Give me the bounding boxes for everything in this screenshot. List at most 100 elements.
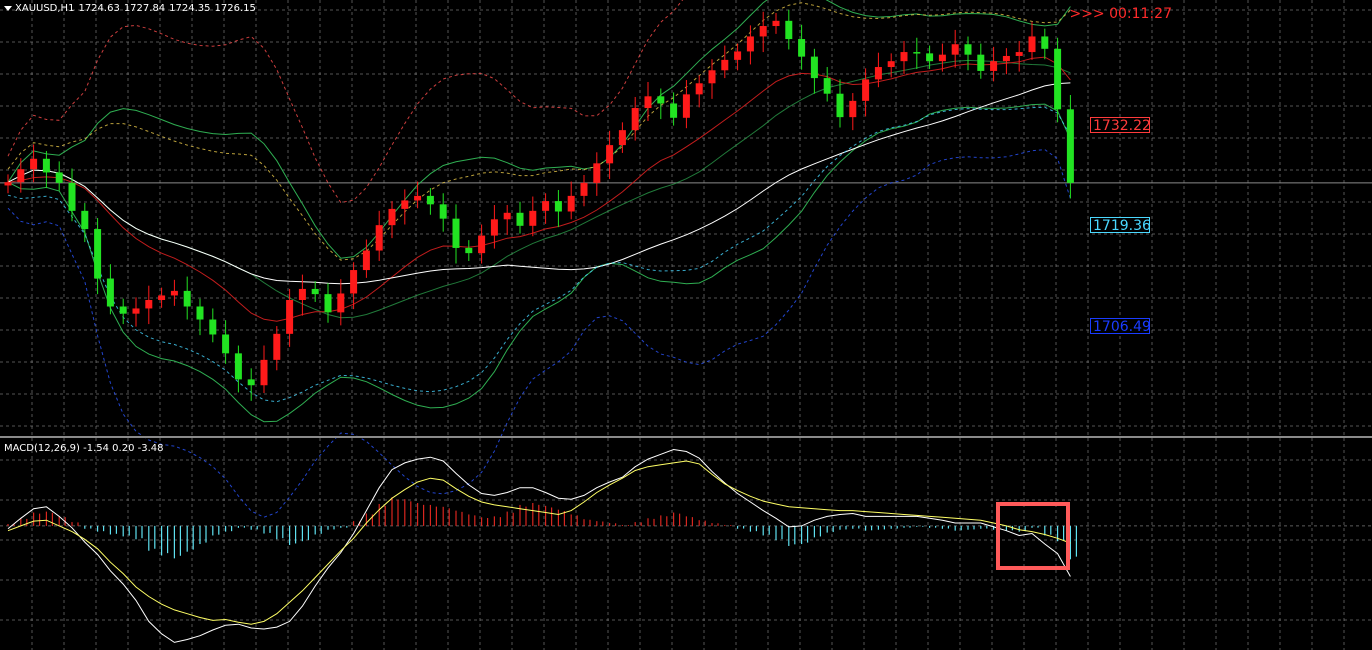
dropdown-triangle-icon[interactable] (4, 5, 12, 11)
candle-body (119, 306, 127, 314)
candle-bullish (990, 46, 998, 82)
candle-body (606, 145, 614, 164)
candlesticks[interactable] (4, 9, 1074, 401)
candle-body (1028, 36, 1036, 53)
candle-body (452, 218, 460, 248)
candle-body (721, 59, 729, 71)
candle-body (362, 250, 370, 271)
candle-bearish (209, 308, 217, 343)
candle-body (772, 20, 780, 27)
price-tag-resistance[interactable]: 1732.22 (1090, 117, 1151, 134)
candle-bullish (4, 174, 12, 194)
candle-bullish (759, 11, 767, 53)
candle-bullish (631, 96, 639, 141)
candle-body (1002, 55, 1010, 62)
candle-bullish (682, 80, 690, 129)
candle-bearish (1054, 37, 1062, 123)
candle-body (734, 51, 742, 60)
candle-body (746, 36, 754, 52)
candle-body (490, 219, 498, 236)
candle-bullish (30, 144, 38, 183)
candle-body (951, 44, 959, 55)
candle-bullish (170, 279, 178, 306)
candle-body (260, 359, 268, 386)
candle-bearish (452, 204, 460, 264)
macd-panel[interactable] (7, 448, 1078, 643)
candle-bearish (106, 264, 114, 315)
candle-bullish (260, 345, 268, 394)
candle-body (350, 270, 358, 294)
candle-body (964, 44, 972, 55)
macd-signal-line (7, 460, 1071, 625)
candle-body (874, 67, 882, 80)
candle-bearish (426, 188, 434, 215)
candle-bullish (17, 158, 25, 193)
candle-body (785, 20, 793, 40)
candle-bearish (964, 36, 972, 71)
candle-bearish (785, 9, 793, 50)
candle-bullish (580, 175, 588, 207)
candle-body (682, 94, 690, 118)
candle-body (196, 306, 204, 320)
panel-separator[interactable] (0, 436, 1372, 438)
ema-line (7, 56, 1071, 322)
candle-bullish (606, 130, 614, 179)
candle-bearish (439, 193, 447, 232)
price-tag-lower[interactable]: 1706.49 (1090, 318, 1151, 335)
candle-bullish (286, 288, 294, 347)
candle-bearish (913, 37, 921, 69)
candle-bullish (951, 29, 959, 68)
candle-bullish (414, 181, 422, 209)
candle-body (670, 103, 678, 118)
candle-body (209, 319, 217, 335)
candle-bullish (567, 181, 575, 220)
candle-bearish (119, 298, 127, 325)
candle-body (298, 288, 306, 300)
candle-body (414, 195, 422, 201)
candle-body (388, 208, 396, 226)
candle-body (938, 54, 946, 62)
pivot-level-line (7, 2, 1071, 261)
candle-bearish (234, 345, 242, 393)
candle-body (593, 163, 601, 183)
candle-body (132, 308, 140, 314)
candle-bullish (478, 224, 486, 264)
candle-body (478, 235, 486, 254)
candle-bullish (337, 279, 345, 326)
candle-body (580, 182, 588, 196)
candle-bullish (695, 75, 703, 108)
candle-body (759, 26, 767, 37)
candle-body (426, 195, 434, 205)
candle-bullish (145, 285, 153, 325)
candle-bullish (644, 81, 652, 122)
candle-body (810, 56, 818, 79)
price-tag-support[interactable]: 1719.36 (1090, 217, 1151, 234)
candle-bullish (362, 239, 370, 278)
candle-body (273, 333, 281, 360)
candle-bearish (94, 218, 102, 295)
candle-bullish (938, 43, 946, 72)
candle-bullish (734, 43, 742, 71)
candle-body (170, 290, 178, 296)
candle-body (554, 201, 562, 212)
candle-body (516, 212, 524, 226)
candle-bullish (273, 326, 281, 371)
close-value: 1726.15 (214, 3, 256, 14)
candle-body (990, 61, 998, 71)
candle-bearish (926, 45, 934, 69)
candle-bearish (977, 43, 985, 79)
candle-bearish (810, 48, 818, 94)
high-value: 1727.84 (123, 3, 166, 14)
candle-bearish (196, 298, 204, 336)
candle-body (695, 83, 703, 95)
candle-bullish (375, 210, 383, 261)
bollinger-middle-line (7, 59, 1071, 319)
candle-body (94, 229, 102, 279)
low-value: 1724.35 (169, 3, 211, 14)
candle-body (55, 172, 63, 183)
candle-body (913, 52, 921, 54)
candle-bullish (862, 68, 870, 117)
